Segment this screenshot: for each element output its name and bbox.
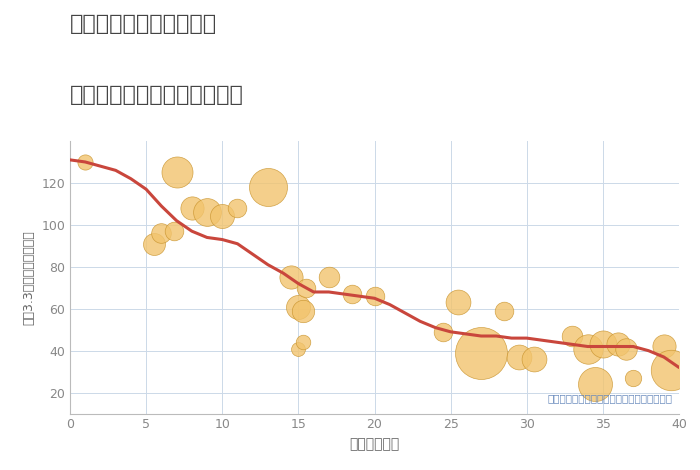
Point [298,338,309,346]
Point [346,290,357,298]
Point [262,183,274,191]
Point [475,349,486,357]
Point [612,341,624,348]
Point [658,343,669,350]
Point [298,307,309,314]
Point [597,341,608,348]
Point [186,204,197,212]
Point [293,303,304,310]
Point [453,299,464,306]
Point [171,169,182,176]
Point [438,328,449,336]
Point [582,345,594,352]
Point [156,229,167,237]
Point [232,204,243,212]
Point [369,292,380,300]
Point [498,307,510,314]
Y-axis label: 坪（3.3㎡）単価（万円）: 坪（3.3㎡）単価（万円） [22,230,36,325]
Point [589,381,601,388]
Point [217,213,228,220]
Point [80,158,91,166]
Point [666,366,677,373]
Point [148,240,160,248]
Text: 奈良県奈良市東向中町の: 奈良県奈良市東向中町の [70,14,217,34]
Point [168,227,179,235]
Point [620,345,631,352]
Point [285,274,296,281]
Point [514,353,525,361]
Point [323,274,335,281]
Text: 築年数別中古マンション価格: 築年数別中古マンション価格 [70,85,244,105]
Point [300,284,312,291]
Point [628,374,639,382]
Point [202,209,213,216]
Point [528,355,540,363]
Point [567,332,578,340]
X-axis label: 築年数（年）: 築年数（年） [349,437,400,451]
Text: 円の大きさは、取引のあった物件面積を示す: 円の大きさは、取引のあった物件面積を示す [548,393,673,403]
Point [293,345,304,352]
